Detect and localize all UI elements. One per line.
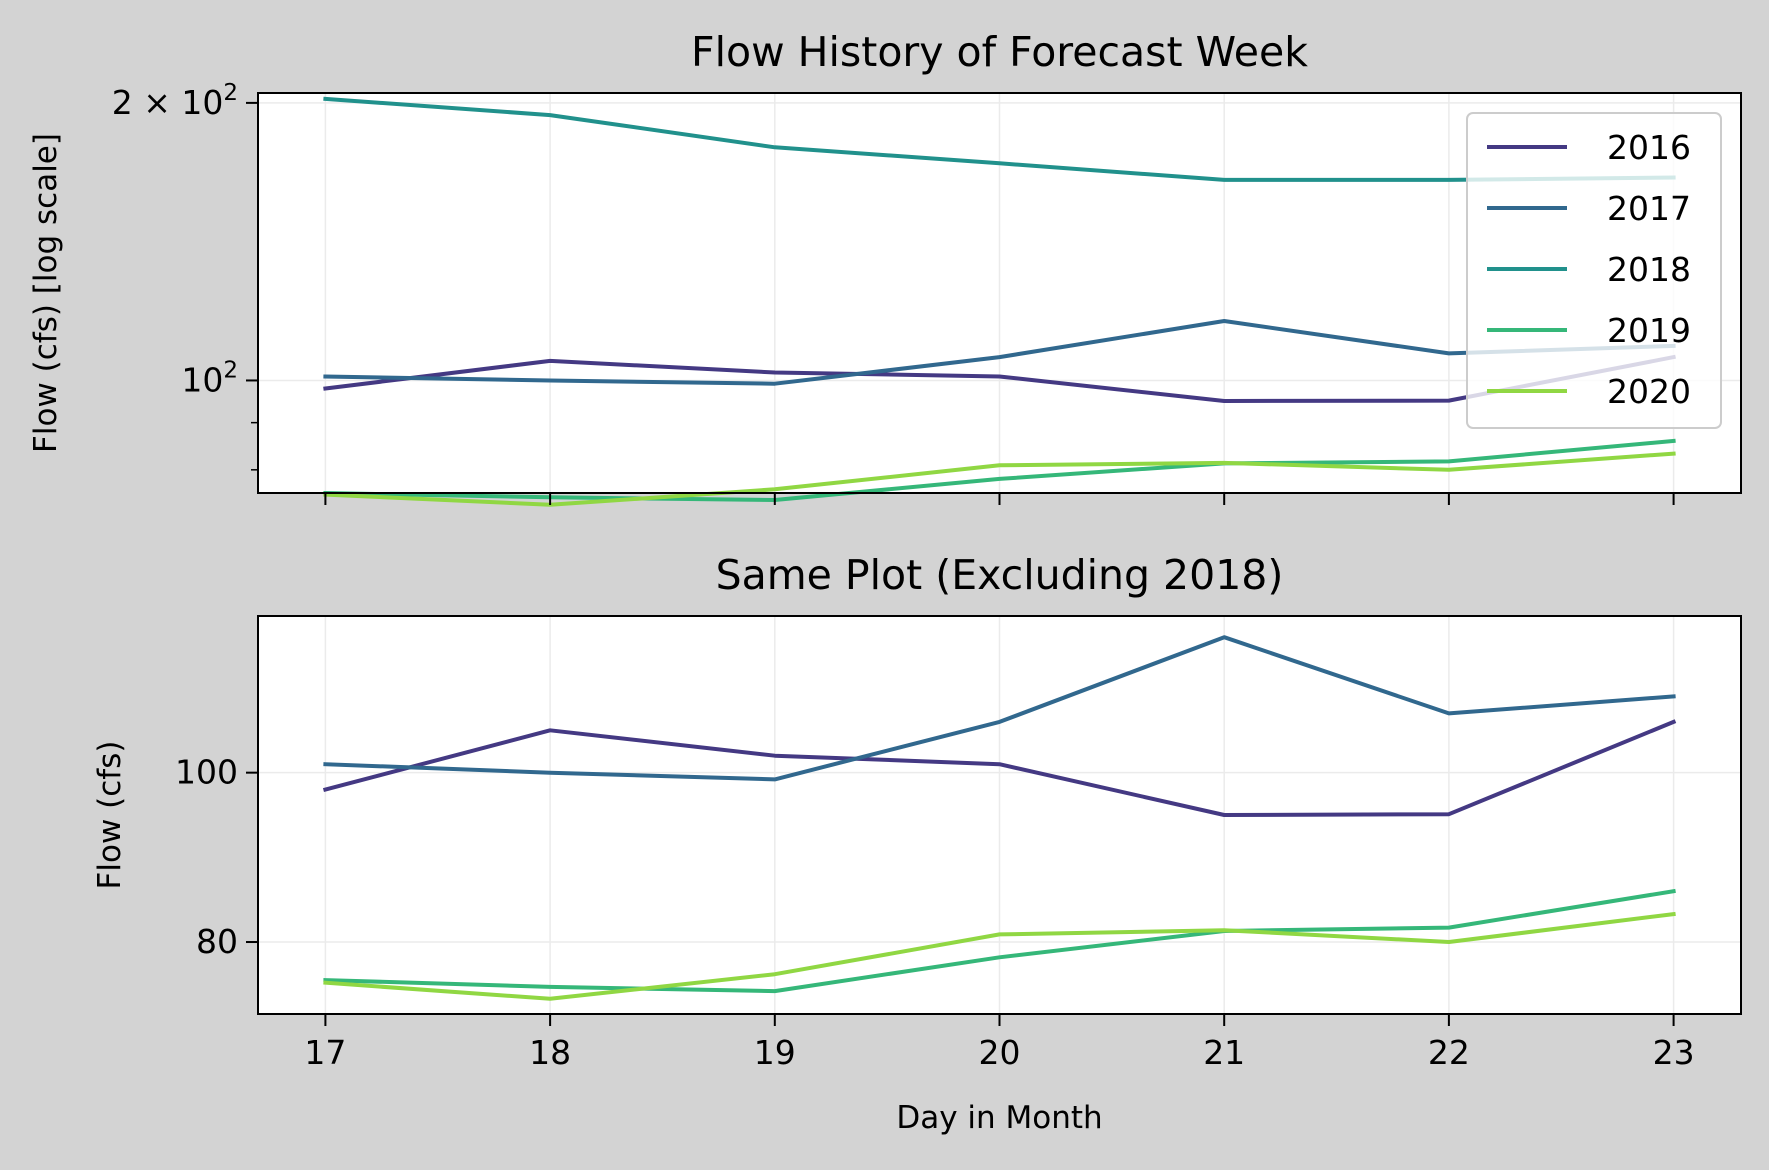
bottom-series-line-2019 (323, 888, 1676, 994)
top-legend-label-2018: 2018 (1607, 250, 1691, 289)
top-legend-label-2019: 2019 (1607, 311, 1691, 350)
top-series-line-2017 (323, 319, 1676, 386)
bottom-x-tick-label: 19 (754, 1033, 796, 1072)
top-y-tick-label: 102 (181, 357, 238, 399)
top-series-line-2016 (323, 354, 1676, 403)
bottom-chart-title: Same Plot (Excluding 2018) (716, 551, 1284, 599)
top-chart-title: Flow History of Forecast Week (691, 28, 1308, 76)
bottom-x-tick-label: 21 (1203, 1033, 1245, 1072)
bottom-y-tick-label: 100 (175, 753, 238, 792)
bottom-x-tick-label: 22 (1428, 1033, 1470, 1072)
top-legend: 2016 2017 2018 2019 2020 (1466, 112, 1722, 429)
top-legend-label-2016: 2016 (1607, 128, 1691, 167)
top-y-axis-label: Flow (cfs) [log scale] (28, 133, 64, 453)
bottom-series-line-2020 (323, 911, 1676, 1001)
bottom-series-line-2016 (322, 719, 1677, 817)
bottom-y-tick-label: 80 (196, 922, 238, 961)
bottom-chart: 17 18 19 20 21 22 23 80 100 Same Plot (Excluding… (92, 551, 1742, 1136)
top-legend-label-2020: 2020 (1607, 372, 1691, 411)
top-y-tick-label: 2 × 102 (112, 80, 238, 122)
bottom-ticks: 17 18 19 20 21 22 23 80 100 (175, 753, 1695, 1072)
bottom-lines (322, 635, 1677, 1001)
bottom-x-axis-label: Day in Month (896, 1100, 1102, 1136)
top-ticks: 102 2 × 102 (112, 80, 1675, 505)
bottom-series-line-2017 (323, 635, 1676, 782)
top-legend-box (1466, 112, 1722, 429)
bottom-x-tick-label: 18 (529, 1033, 571, 1072)
bottom-y-axis-label: Flow (cfs) (92, 741, 128, 890)
top-legend-label-2017: 2017 (1607, 189, 1691, 228)
top-series-line-2018 (323, 96, 1676, 182)
bottom-x-tick-label: 17 (304, 1033, 346, 1072)
top-chart: 102 2 × 102 Flow History of Forecast Week… (28, 28, 1742, 507)
bottom-x-tick-label: 23 (1653, 1033, 1695, 1072)
bottom-x-tick-label: 20 (979, 1033, 1021, 1072)
